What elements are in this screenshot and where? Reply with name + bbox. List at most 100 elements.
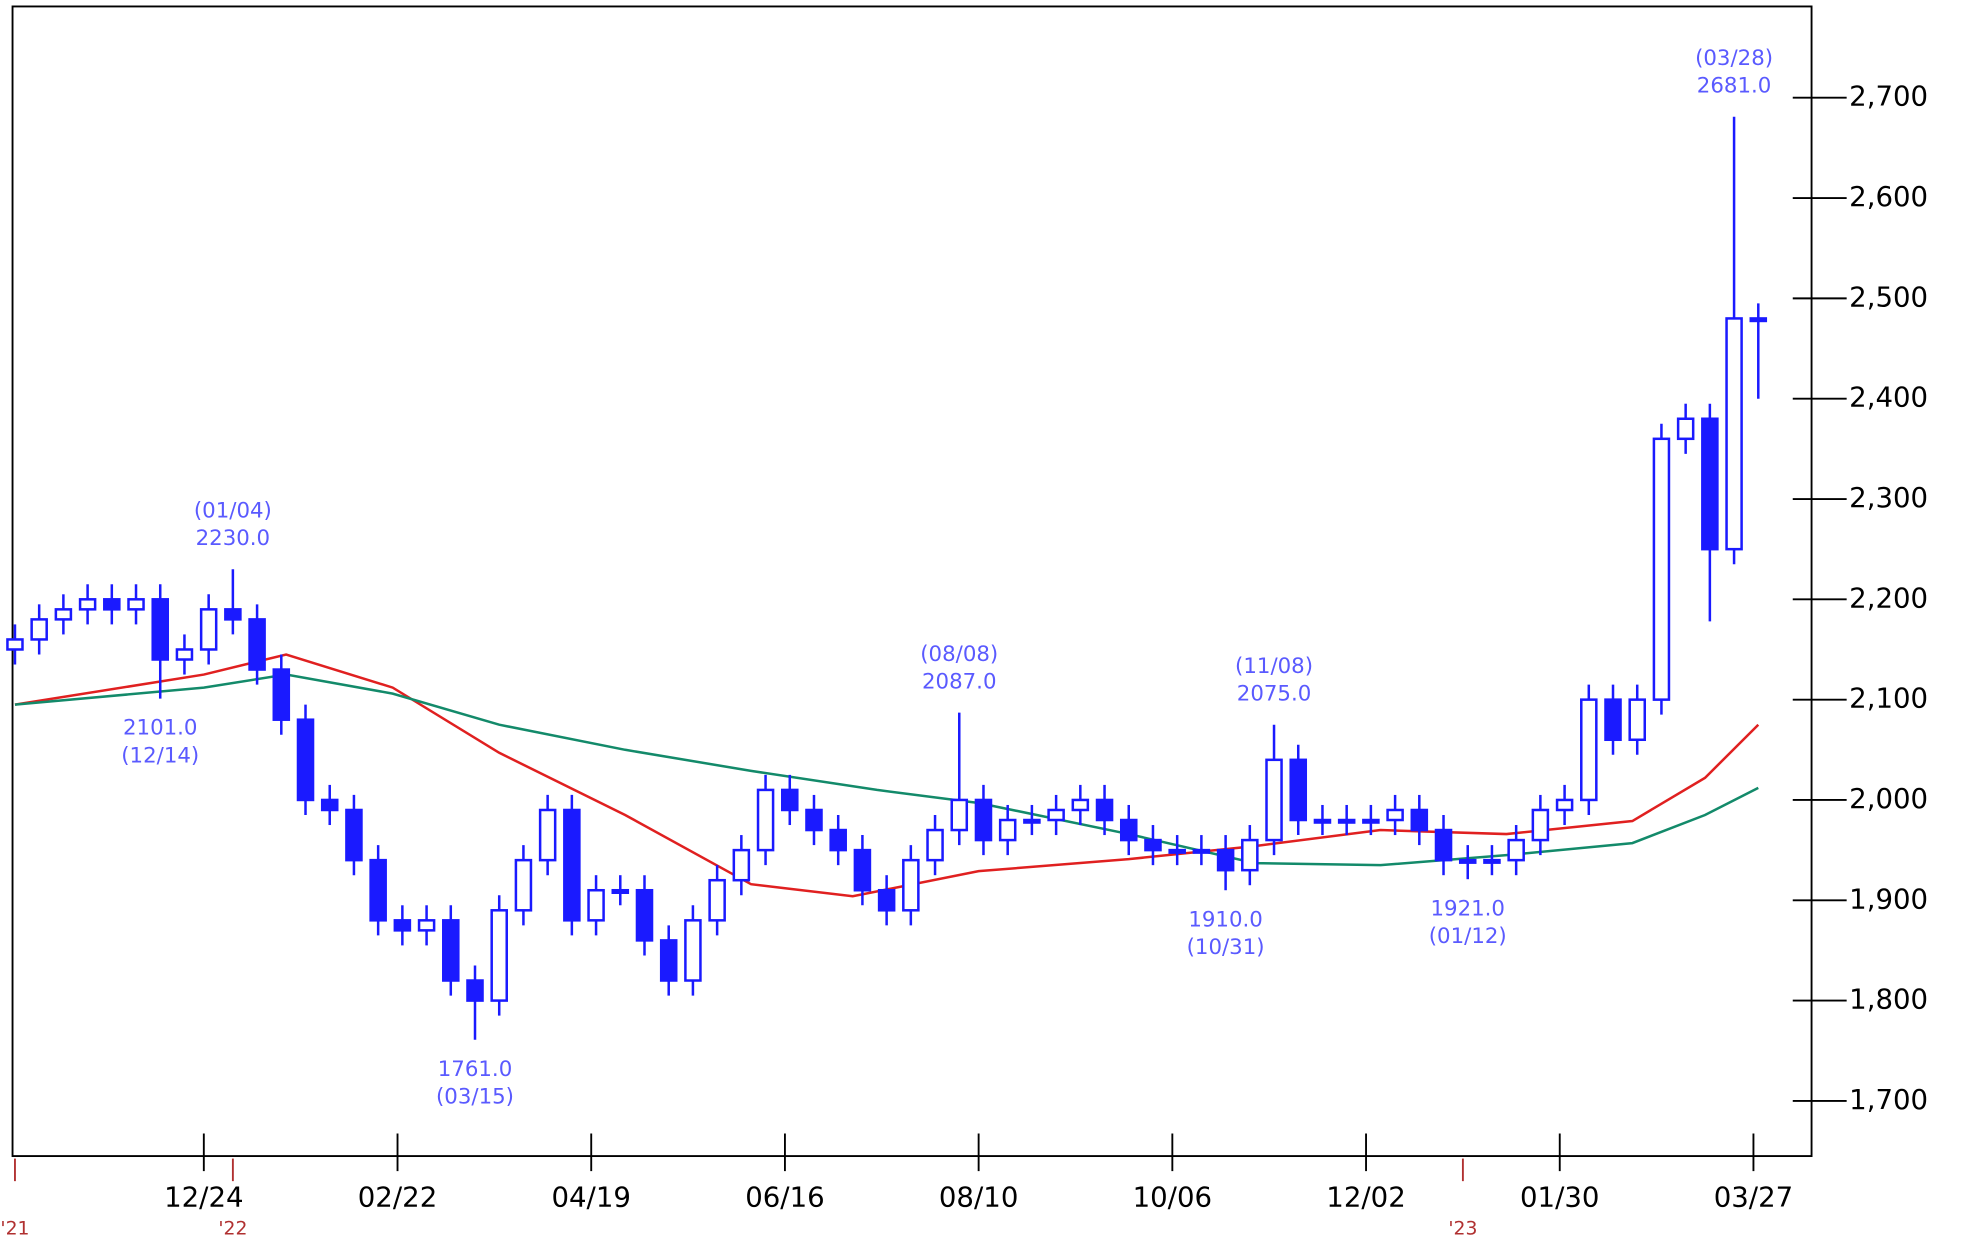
candle-body xyxy=(805,808,823,832)
candle-body xyxy=(345,808,363,862)
candle-body xyxy=(974,798,993,842)
y-tick-label: 2,300 xyxy=(1849,481,1928,514)
y-tick-label: 1,900 xyxy=(1849,882,1928,915)
candle-body xyxy=(103,598,121,611)
candle-body xyxy=(780,788,799,812)
candle-body xyxy=(1362,818,1380,824)
annotation-date: (11/08) xyxy=(1235,654,1313,679)
x-tick-label: 08/10 xyxy=(939,1181,1018,1214)
annotation-date: (01/04) xyxy=(194,499,272,524)
x-tick-label: 06/16 xyxy=(745,1181,824,1214)
candle-body xyxy=(1337,818,1356,824)
annotation-value: 2087.0 xyxy=(922,670,997,695)
annotation-value: 2681.0 xyxy=(1697,74,1772,99)
candle-body xyxy=(320,798,339,812)
candle-body xyxy=(1265,758,1283,842)
candle-body xyxy=(175,648,194,661)
candle-body xyxy=(466,979,484,1002)
candle-body xyxy=(708,878,726,922)
candle-body xyxy=(1216,848,1235,872)
candle-body xyxy=(1192,848,1211,854)
candle-body xyxy=(1531,808,1550,842)
candle-body xyxy=(1434,828,1453,862)
candle-body xyxy=(1676,417,1695,441)
annotation-date: (01/12) xyxy=(1429,924,1507,949)
candle-body xyxy=(926,828,944,862)
x-tick-label: 04/19 xyxy=(551,1181,630,1214)
candle-body xyxy=(6,638,24,651)
candle-body xyxy=(635,888,654,942)
candle-body xyxy=(756,788,775,852)
y-tick-label: 2,100 xyxy=(1849,682,1928,715)
candle-body xyxy=(54,608,73,621)
annotation-date: (08/08) xyxy=(920,642,998,667)
candle-body xyxy=(127,598,145,611)
candle-body xyxy=(1168,848,1186,854)
candle-body xyxy=(1023,818,1041,824)
candle-body xyxy=(1701,417,1719,551)
candle-body xyxy=(151,598,170,661)
candle-body xyxy=(296,718,315,802)
candle-body xyxy=(1241,838,1259,872)
candle-body xyxy=(853,848,872,892)
candle-body xyxy=(1652,437,1671,701)
candle-body xyxy=(1095,798,1114,822)
candle-body xyxy=(1047,808,1065,822)
plot-frame xyxy=(11,5,1813,1158)
year-label: '23 xyxy=(1448,1218,1477,1239)
x-tick-label: 12/02 xyxy=(1326,1181,1405,1214)
year-label: '22 xyxy=(218,1218,247,1239)
y-tick-label: 2,700 xyxy=(1849,80,1928,113)
candle-body xyxy=(199,608,218,651)
annotation-value: 1921.0 xyxy=(1430,896,1505,921)
candle-body xyxy=(611,888,630,894)
candle-body xyxy=(224,608,242,621)
y-tick-label: 2,600 xyxy=(1849,180,1928,213)
annotation-value: 2075.0 xyxy=(1237,682,1312,707)
candle-body xyxy=(1410,808,1429,832)
candle-body xyxy=(1604,698,1622,742)
candle-body xyxy=(538,808,557,862)
candle-body xyxy=(1749,317,1768,323)
candle-body xyxy=(490,909,508,1002)
candle-body xyxy=(563,808,581,922)
moving-average xyxy=(14,673,1759,867)
candle-body xyxy=(829,828,847,852)
annotation-value: 2230.0 xyxy=(196,526,271,551)
candle-body xyxy=(659,939,678,982)
year-label: '21 xyxy=(0,1218,29,1239)
candle-body xyxy=(1725,317,1743,551)
y-tick-label: 2,200 xyxy=(1849,581,1928,614)
candle-body xyxy=(877,888,896,912)
annotation-value: 2101.0 xyxy=(123,716,198,741)
annotation-value: 1910.0 xyxy=(1188,907,1263,932)
candle-body xyxy=(587,888,605,922)
candle-body xyxy=(442,919,460,982)
candle-body xyxy=(732,848,751,882)
candle-body xyxy=(1071,798,1090,812)
candle-body xyxy=(393,919,412,932)
annotation-date: (03/15) xyxy=(436,1084,514,1109)
candle-body xyxy=(248,618,266,671)
y-tick-label: 2,500 xyxy=(1849,280,1928,313)
y-tick-label: 1,700 xyxy=(1849,1083,1928,1116)
candle-body xyxy=(1289,758,1308,822)
annotation-date: (12/14) xyxy=(121,743,199,768)
candle-body xyxy=(272,668,291,721)
x-tick-label: 02/22 xyxy=(358,1181,437,1214)
candle-body xyxy=(1555,798,1574,812)
candle-body xyxy=(1628,698,1647,742)
candle-body xyxy=(369,858,387,922)
y-tick-label: 2,000 xyxy=(1849,782,1928,815)
x-tick-label: 12/24 xyxy=(164,1181,243,1214)
candle-body xyxy=(1313,818,1332,824)
candle-body xyxy=(998,818,1017,842)
annotation-date: (03/28) xyxy=(1695,46,1773,71)
candle-body xyxy=(1507,838,1525,862)
candle-body xyxy=(1483,858,1501,864)
y-tick-label: 1,800 xyxy=(1849,983,1928,1016)
x-tick-label: 03/27 xyxy=(1714,1181,1793,1214)
candle-body xyxy=(902,858,920,912)
